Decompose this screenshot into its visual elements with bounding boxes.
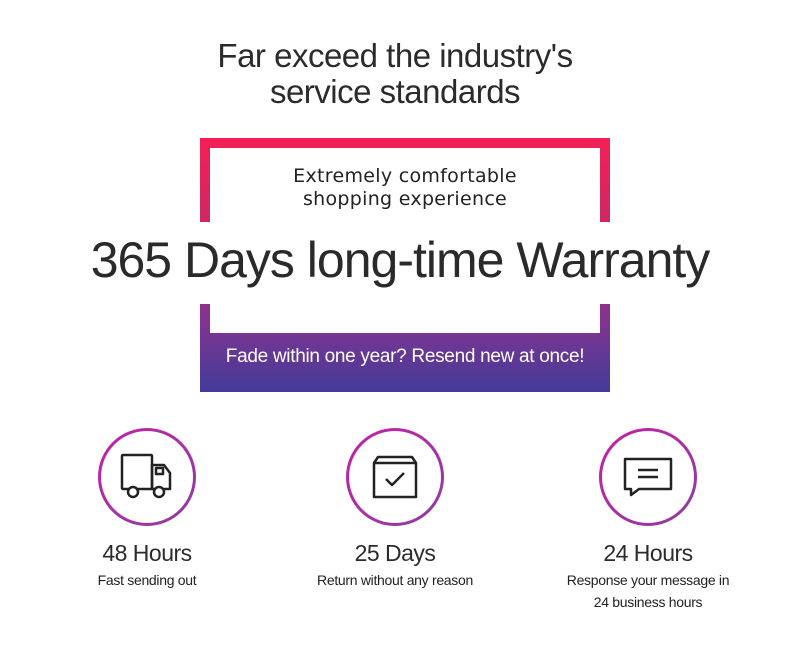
subtitle-line-1: Extremely comfortable [293,165,517,187]
feature-shipping: 48 Hours Fast sending out [17,428,277,591]
band-text: Fade within one year? Resend new at once… [225,346,585,367]
frame-inner [210,300,600,333]
subtitle-line-2: shopping experience [302,188,508,210]
warranty-headline: 365 Days long-time Warranty [90,232,711,288]
icon-circle [346,428,444,526]
feature-desc: Fast sending out [97,572,197,588]
frame-gap [190,222,620,304]
chat-bubble-icon [623,457,673,497]
desc-line-2: 24 business hours [593,594,703,610]
feature-response: 24 Hours Response your message in 24 bus… [518,428,778,613]
feature-returns: 25 Days Return without any reason [265,428,525,591]
box-check-icon [372,455,418,499]
title-line-2: service standards [269,73,521,110]
feature-label: 48 Hours [102,540,192,566]
truck-icon [120,453,172,499]
frame-inner [210,148,600,224]
feature-desc: Response your message in 24 business hou… [518,569,778,613]
desc-line-1: Response your message in [566,572,730,588]
icon-circle [599,428,697,526]
banner-subtitle: Extremely comfortable shopping experienc… [200,165,610,211]
title-line-1: Far exceed the industry's [217,37,573,74]
feature-label: 25 Days [354,540,436,566]
feature-label: 24 Hours [603,540,693,566]
feature-desc: Return without any reason [317,572,473,588]
icon-circle [98,428,196,526]
page-title: Far exceed the industry's service standa… [0,38,790,110]
